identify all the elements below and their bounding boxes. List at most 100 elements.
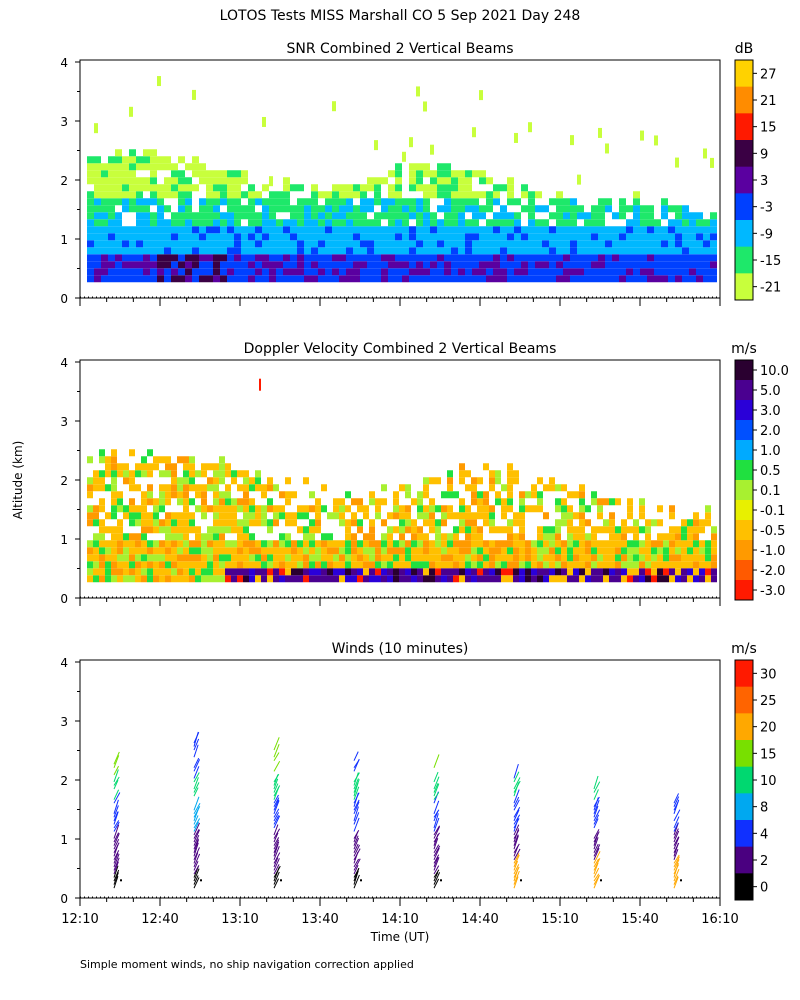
- snr-cell: [619, 205, 626, 213]
- doppler-cell: [285, 561, 291, 569]
- snr-cell: [157, 240, 164, 248]
- snr-cell: [241, 254, 248, 262]
- doppler-cell: [285, 512, 291, 520]
- snr-heatmap: [87, 76, 717, 283]
- snr-cell: [654, 233, 661, 241]
- doppler-cell: [285, 554, 291, 562]
- doppler-cell: [681, 575, 687, 583]
- doppler-cell: [435, 568, 441, 576]
- doppler-cell: [255, 568, 261, 576]
- doppler-cell: [501, 575, 507, 583]
- doppler-cell: [111, 561, 117, 569]
- snr-cell: [129, 191, 136, 199]
- doppler-cell: [693, 526, 699, 534]
- snr-cell: [87, 191, 94, 199]
- snr-cell: [192, 212, 199, 220]
- colorbar-tick-label: -0.1: [760, 504, 785, 519]
- snr-cell: [598, 219, 605, 227]
- snr-cell: [262, 240, 269, 248]
- doppler-cell: [483, 498, 489, 506]
- doppler-cell: [315, 568, 321, 576]
- doppler-cell: [285, 540, 291, 548]
- doppler-cell: [567, 568, 573, 576]
- doppler-cell: [411, 526, 417, 534]
- wind-barb: [113, 811, 119, 822]
- snr-cell: [640, 226, 647, 234]
- doppler-cell: [501, 540, 507, 548]
- wind-barb: [673, 809, 681, 822]
- colorbar-swatch: [735, 113, 753, 141]
- snr-cell: [136, 233, 143, 241]
- colorbar-swatch: [735, 86, 753, 114]
- snr-cell: [283, 268, 290, 276]
- snr-cell: [570, 275, 577, 283]
- snr-cell: [598, 233, 605, 241]
- doppler-cell: [627, 554, 633, 562]
- snr-cell: [444, 205, 451, 213]
- doppler-cell: [597, 547, 603, 555]
- doppler-cell: [255, 561, 261, 569]
- doppler-cell: [543, 554, 549, 562]
- snr-cell: [108, 205, 115, 213]
- snr-cell: [248, 184, 255, 192]
- wind-barb: [513, 829, 520, 839]
- snr-cell: [318, 226, 325, 234]
- doppler-cell: [567, 519, 573, 527]
- snr-cell: [304, 261, 311, 269]
- doppler-cell: [645, 554, 651, 562]
- snr-cell: [430, 240, 437, 248]
- snr-cell: [402, 205, 409, 213]
- wind-barb: [353, 799, 360, 811]
- snr-cell: [703, 268, 710, 276]
- doppler-cell: [447, 533, 453, 541]
- doppler-cell: [417, 533, 423, 541]
- snr-cell: [297, 226, 304, 234]
- doppler-cell: [225, 505, 231, 513]
- snr-cell: [157, 191, 164, 199]
- snr-cell: [696, 240, 703, 248]
- doppler-cell: [195, 547, 201, 555]
- doppler-cell: [567, 512, 573, 520]
- doppler-cell: [231, 512, 237, 520]
- snr-cell: [479, 240, 486, 248]
- doppler-cell: [105, 547, 111, 555]
- doppler-cell: [201, 512, 207, 520]
- doppler-cell: [171, 519, 177, 527]
- doppler-cell: [303, 477, 309, 485]
- snr-cell: [94, 275, 101, 283]
- snr-cell: [115, 177, 122, 185]
- doppler-cell: [603, 561, 609, 569]
- snr-cell: [570, 205, 577, 213]
- snr-cell: [227, 275, 234, 283]
- snr-cell: [227, 247, 234, 255]
- doppler-cell: [597, 540, 603, 548]
- doppler-cell: [459, 498, 465, 506]
- snr-cell: [262, 275, 269, 283]
- doppler-cell: [465, 547, 471, 555]
- doppler-cell: [441, 568, 447, 576]
- doppler-cell: [399, 526, 405, 534]
- snr-cell: [640, 233, 647, 241]
- winds-plot-frame: [79, 659, 721, 899]
- snr-cell: [311, 205, 318, 213]
- doppler-cell: [87, 575, 93, 583]
- snr-cell: [234, 240, 241, 248]
- snr-cell: [304, 226, 311, 234]
- snr-cell: [192, 261, 199, 269]
- doppler-cell: [159, 561, 165, 569]
- snr-cell: [129, 184, 136, 192]
- snr-cell: [101, 240, 108, 248]
- snr-cell: [192, 184, 199, 192]
- doppler-cell: [387, 568, 393, 576]
- doppler-cell: [615, 526, 621, 534]
- snr-cell: [157, 226, 164, 234]
- snr-cell: [136, 219, 143, 227]
- doppler-cell: [303, 575, 309, 583]
- snr-cell: [521, 261, 528, 269]
- doppler-cell: [159, 484, 165, 492]
- snr-cell: [388, 261, 395, 269]
- wind-barb: [193, 744, 199, 758]
- wind-barb: [193, 834, 200, 846]
- doppler-cell: [471, 568, 477, 576]
- snr-cell: [612, 247, 619, 255]
